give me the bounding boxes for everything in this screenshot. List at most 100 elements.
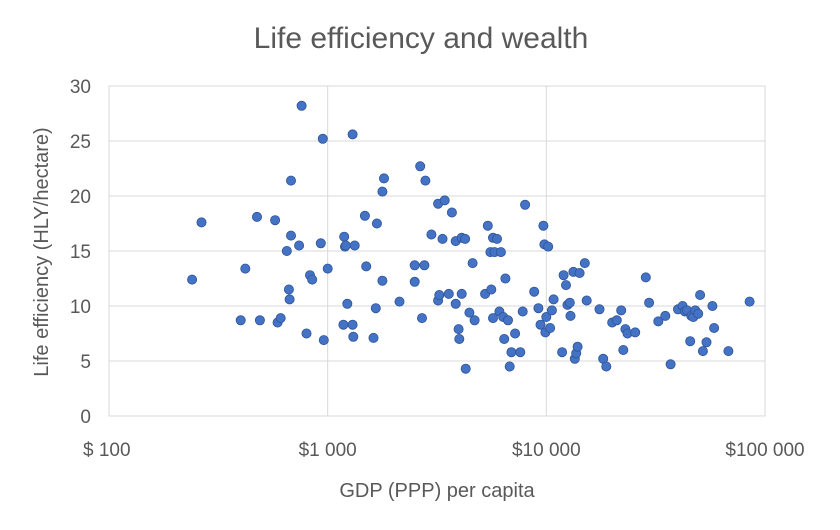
chart-title: Life efficiency and wealth [254,22,589,55]
data-point [510,328,521,339]
data-point [535,319,546,330]
data-point [460,233,471,244]
data-point [558,270,569,281]
data-point [644,297,655,308]
data-point [557,347,568,358]
data-point [618,344,629,355]
data-point [594,304,605,315]
data-point [446,207,457,218]
data-point [486,284,497,295]
data-point [196,217,207,228]
data-point [541,311,552,322]
data-point [630,327,641,338]
data-point [296,100,307,111]
data-point [434,289,445,300]
data-point [283,284,294,295]
data-point [307,274,318,285]
data-point [281,245,292,256]
data-point [640,272,651,283]
x-tick-label: $ 100 [83,440,131,461]
data-point [491,233,502,244]
data-point [506,347,517,358]
data-point [520,199,531,210]
data-point [317,133,328,144]
data-point [371,218,382,229]
data-point [579,258,590,269]
data-point [338,319,349,330]
data-point [294,240,305,251]
data-point [538,220,549,231]
data-points [187,100,755,374]
y-tick-label: 30 [70,77,91,98]
data-point [420,175,431,186]
data-point [347,129,358,140]
data-point [454,333,465,344]
data-point [416,313,427,324]
data-point [665,359,676,370]
y-axis-label: Life efficiency (HLY/hectare) [31,127,53,376]
data-point [347,319,358,330]
data-point [340,240,351,251]
data-point [504,361,515,372]
data-point [270,215,281,226]
y-tick-label: 5 [80,352,91,373]
x-axis-ticks: $ 100 $1 000 $10 000 $100 000 [83,440,805,461]
data-point [500,273,511,284]
data-point [426,229,437,240]
data-point [450,298,461,309]
data-point [653,316,664,327]
data-point [685,336,696,347]
data-point [315,238,326,249]
data-point [284,294,295,305]
data-point [707,300,718,311]
data-point [285,230,296,241]
data-point [502,315,513,326]
data-point [543,241,554,252]
data-point [235,315,246,326]
data-point [695,289,706,300]
data-point [515,347,526,358]
data-point [464,307,475,318]
data-point [529,286,540,297]
y-tick-label: 0 [80,407,91,428]
data-point [565,310,576,321]
data-point [377,186,388,197]
data-point [709,322,720,333]
data-point [439,195,450,206]
data-point [616,305,627,316]
data-point [697,346,708,357]
data-point [574,267,585,278]
data-point [460,363,471,374]
data-point [487,313,498,324]
data-point [348,331,359,342]
data-point [251,211,262,222]
data-point [467,258,478,269]
data-point [187,274,198,285]
data-point [437,233,448,244]
data-point [723,346,734,357]
data-point [533,303,544,314]
data-point [318,335,329,346]
y-tick-label: 20 [70,187,91,208]
data-point [499,333,510,344]
data-point [285,175,296,186]
data-point [378,173,389,184]
data-point [581,295,592,306]
data-point [394,296,405,307]
data-point [349,240,360,251]
data-point [517,306,528,317]
data-point [453,324,464,335]
data-point [545,322,556,333]
data-point [254,315,265,326]
data-point [419,260,430,271]
data-point [601,361,612,372]
data-point [339,231,350,242]
data-point [546,305,557,316]
data-point [342,298,353,309]
data-point [377,275,388,286]
data-point [275,313,286,324]
data-point [409,260,420,271]
y-axis-ticks: 0 5 10 15 20 25 30 [70,77,91,428]
